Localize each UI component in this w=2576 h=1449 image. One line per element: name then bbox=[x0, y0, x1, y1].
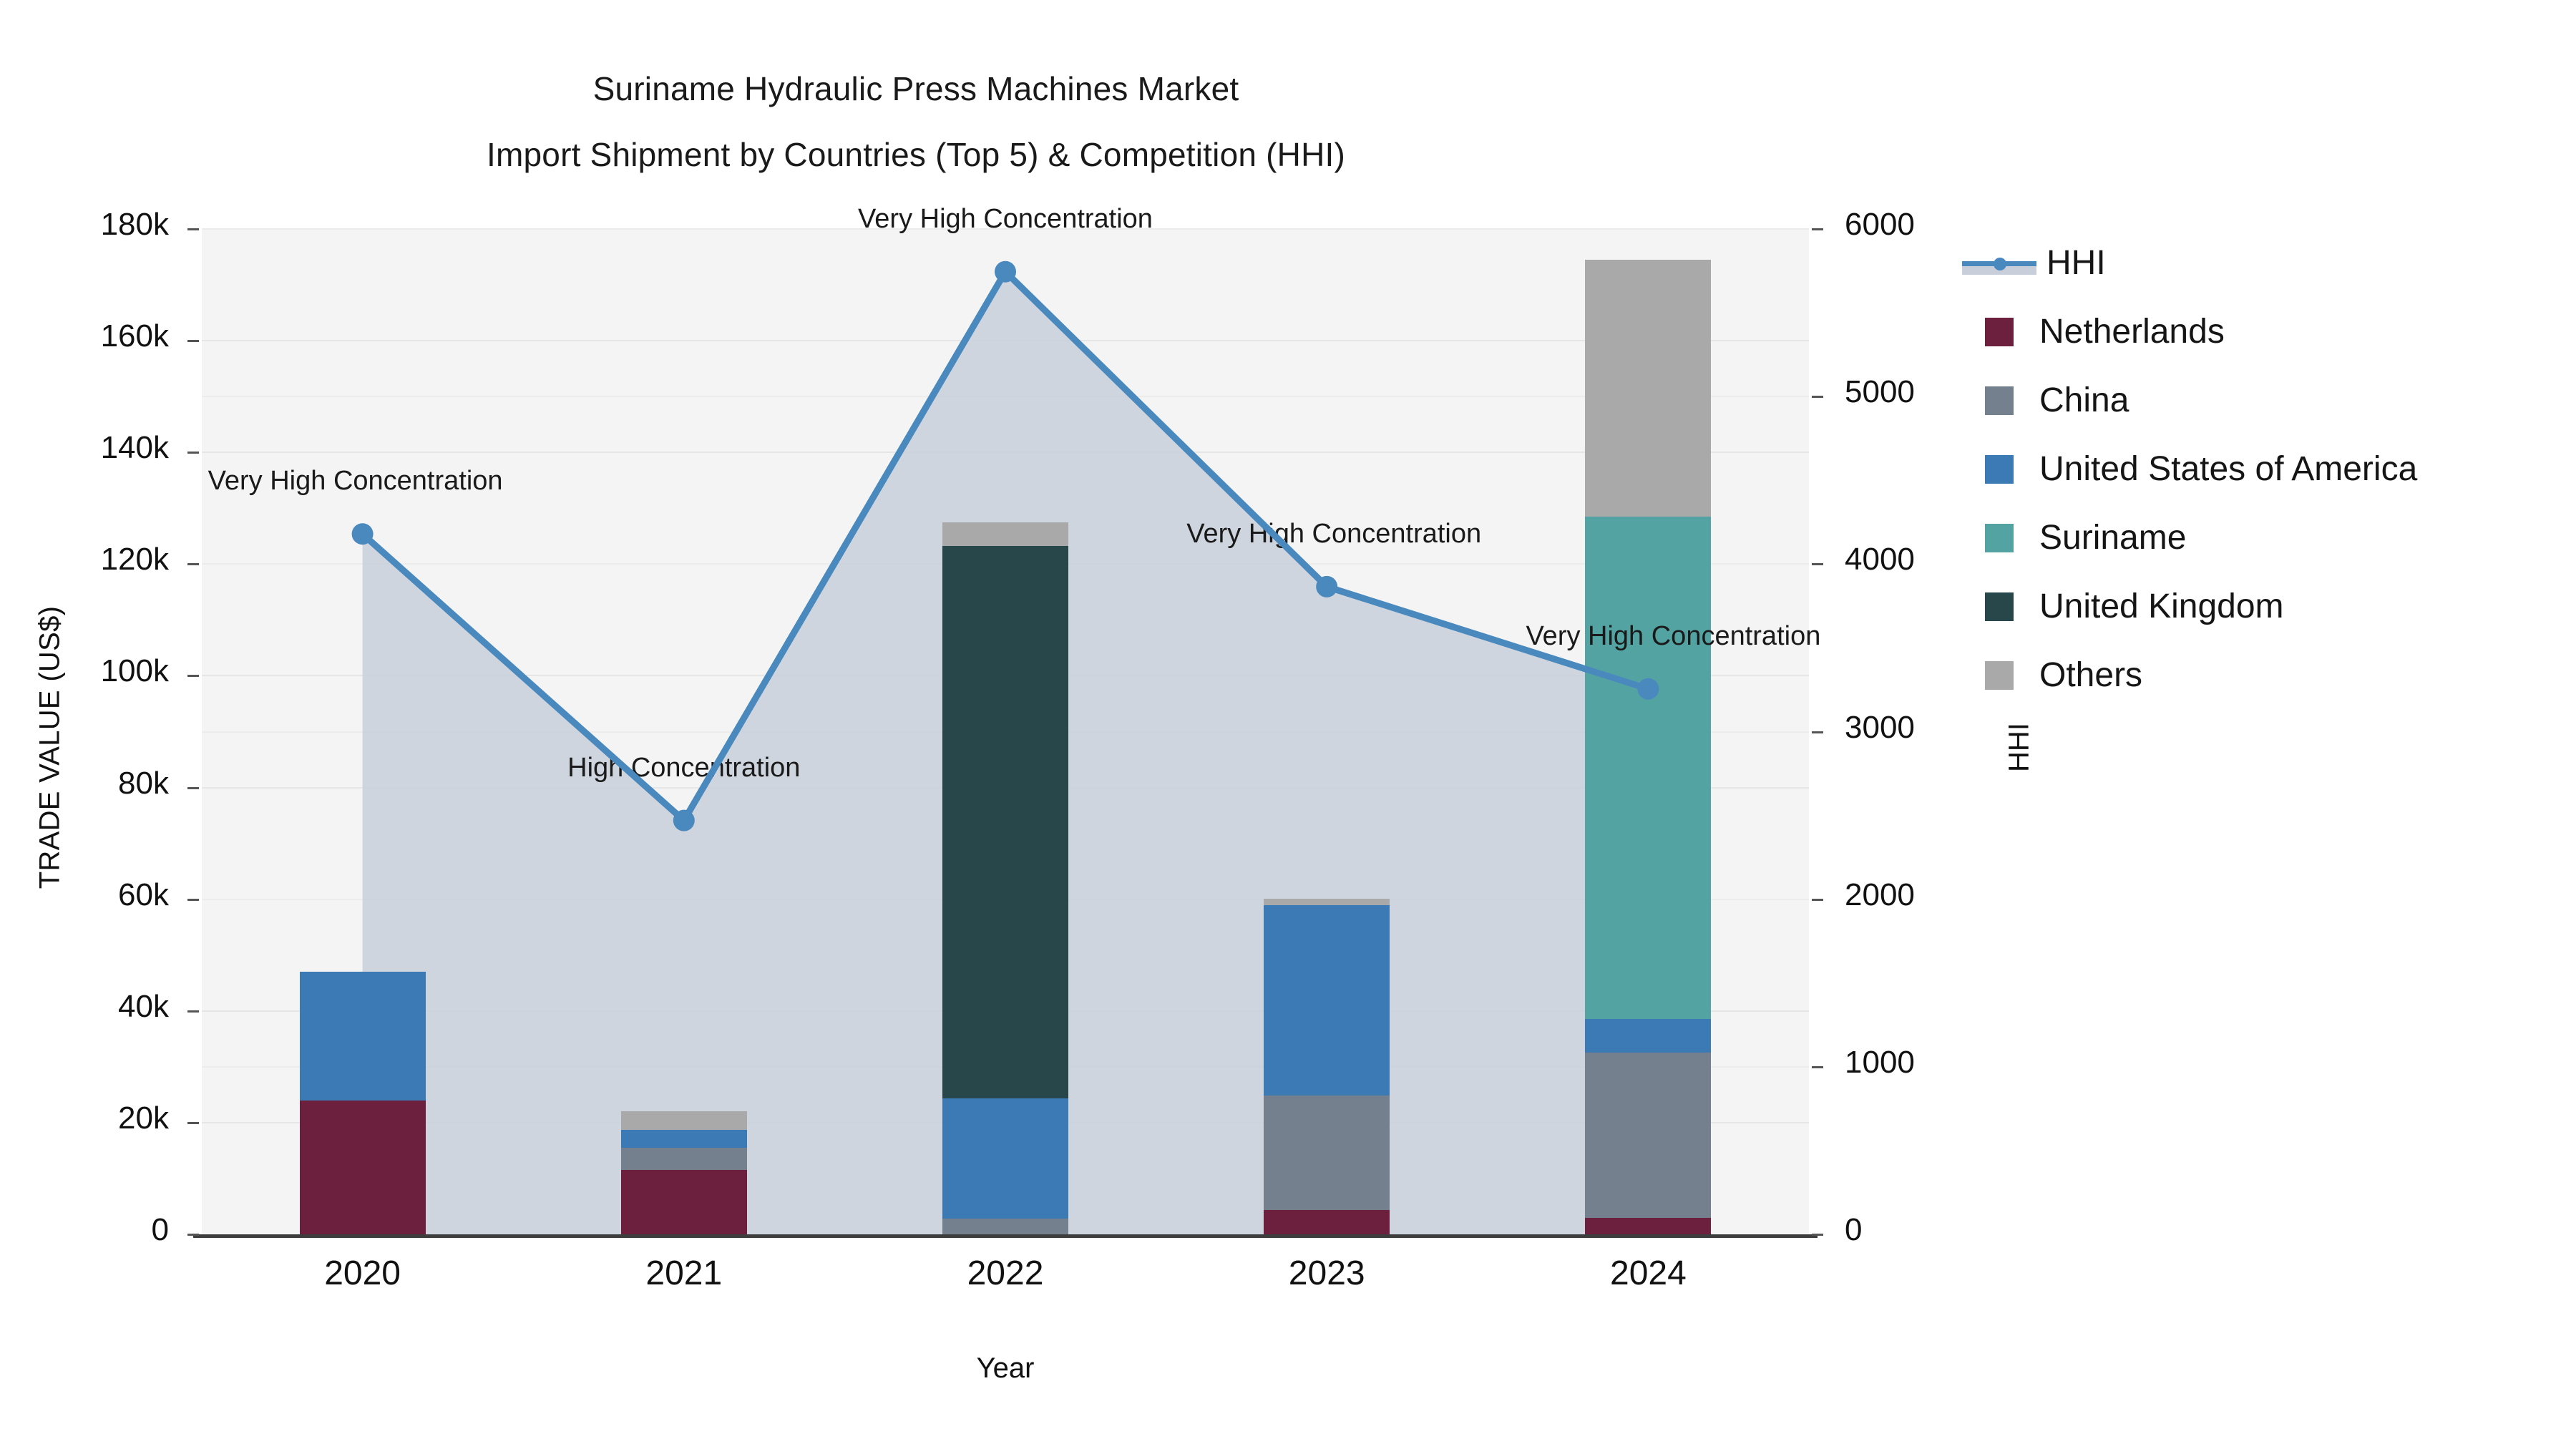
legend-item[interactable]: Suriname bbox=[1962, 504, 2563, 572]
y-axis-right-tick-label: 2000 bbox=[1845, 877, 1915, 912]
gridline-right-5000 bbox=[202, 396, 1809, 398]
legend-color-swatch bbox=[1985, 524, 2014, 552]
bar-segment[interactable] bbox=[1264, 1209, 1390, 1234]
y-axis-left-tick-label: 0 bbox=[151, 1212, 169, 1247]
legend-color-swatch bbox=[1985, 318, 2014, 346]
x-axis-tick-label: 2021 bbox=[645, 1254, 723, 1292]
bar-segment[interactable] bbox=[299, 1100, 426, 1234]
bar-segment[interactable] bbox=[1264, 905, 1390, 1096]
chart-title: Suriname Hydraulic Press Machines Market… bbox=[0, 56, 1832, 187]
legend-item-label: United Kingdom bbox=[2039, 587, 2284, 625]
y-axis-right-tick-label: 6000 bbox=[1845, 207, 1915, 242]
y-axis-left-tick-label: 40k bbox=[118, 988, 169, 1024]
bar-segment[interactable] bbox=[1585, 1019, 1712, 1053]
x-axis-label: Year bbox=[976, 1352, 1035, 1384]
concentration-annotation: Very High Concentration bbox=[858, 203, 1153, 234]
y-axis-right-tick-mark bbox=[1812, 731, 1823, 733]
legend-item[interactable]: Netherlands bbox=[1962, 298, 2563, 366]
legend-item[interactable]: United States of America bbox=[1962, 435, 2563, 504]
bar-segment[interactable] bbox=[1585, 259, 1712, 517]
y-axis-right-tick-mark bbox=[1812, 396, 1823, 399]
concentration-annotation: High Concentration bbox=[567, 752, 801, 783]
legend-item[interactable]: HHI bbox=[1962, 229, 2563, 298]
y-axis-left-tick-mark bbox=[187, 1234, 199, 1236]
bar-segment[interactable] bbox=[942, 522, 1068, 546]
y-axis-left-tick-mark bbox=[187, 786, 199, 789]
legend-item-label: Others bbox=[2039, 656, 2143, 694]
chart-title-line-1: Suriname Hydraulic Press Machines Market bbox=[592, 70, 1239, 107]
legend-item[interactable]: China bbox=[1962, 366, 2563, 435]
y-axis-left-tick-mark bbox=[187, 1010, 199, 1013]
x-axis-spine bbox=[193, 1234, 1818, 1238]
y-axis-left-tick-mark bbox=[187, 452, 199, 454]
bar-segment[interactable] bbox=[1585, 1217, 1712, 1234]
legend: HHI Netherlands China United States of Amer… bbox=[1962, 229, 2563, 710]
y-axis-left-tick-mark bbox=[187, 563, 199, 566]
y-axis-right-tick-mark bbox=[1812, 228, 1823, 230]
concentration-annotation: Very High Concentration bbox=[1526, 620, 1821, 651]
x-axis-tick-label: 2022 bbox=[967, 1254, 1044, 1292]
bar-segment[interactable] bbox=[942, 1098, 1068, 1219]
gridline-left-140k bbox=[202, 452, 1809, 454]
y-axis-left-tick-label: 120k bbox=[100, 542, 169, 577]
bar-segment[interactable] bbox=[1264, 1095, 1390, 1210]
y-axis-right-tick-label: 0 bbox=[1845, 1212, 1863, 1247]
bar-segment[interactable] bbox=[620, 1130, 747, 1148]
legend-color-swatch bbox=[1985, 661, 2014, 690]
bar-segment[interactable] bbox=[1264, 898, 1390, 906]
y-axis-left-tick-label: 60k bbox=[118, 877, 169, 912]
x-axis-tick-label: 2020 bbox=[324, 1254, 401, 1292]
legend-line-key-icon bbox=[1962, 249, 2036, 278]
bar-segment[interactable] bbox=[620, 1111, 747, 1131]
legend-item-label: HHI bbox=[2046, 244, 2106, 282]
y-axis-right-tick-mark bbox=[1812, 563, 1823, 566]
legend-item-label: United States of America bbox=[2039, 450, 2418, 488]
bar-segment[interactable] bbox=[942, 1219, 1068, 1234]
legend-item-label: Suriname bbox=[2039, 519, 2187, 557]
y-axis-left-tick-mark bbox=[187, 675, 199, 678]
bar-segment[interactable] bbox=[942, 545, 1068, 1099]
x-axis-tick-label: 2023 bbox=[1288, 1254, 1365, 1292]
bar-segment[interactable] bbox=[620, 1170, 747, 1234]
gridline-left-160k bbox=[202, 340, 1809, 342]
y-axis-right-tick-label: 4000 bbox=[1845, 542, 1915, 577]
legend-item[interactable]: Others bbox=[1962, 641, 2563, 710]
y-axis-left-tick-mark bbox=[187, 340, 199, 343]
x-axis-tick-label: 2024 bbox=[1610, 1254, 1687, 1292]
bar-segment[interactable] bbox=[299, 972, 426, 1101]
y-axis-right-tick-mark bbox=[1812, 1234, 1823, 1236]
y-axis-left-tick-label: 140k bbox=[100, 430, 169, 466]
y-axis-left-tick-mark bbox=[187, 1121, 199, 1124]
legend-color-swatch bbox=[1985, 455, 2014, 484]
y-axis-left-tick-label: 100k bbox=[100, 653, 169, 689]
y-axis-left-tick-label: 160k bbox=[100, 318, 169, 354]
y-axis-right-tick-mark bbox=[1812, 898, 1823, 901]
y-axis-left-tick-label: 180k bbox=[100, 207, 169, 242]
legend-item-label: China bbox=[2039, 381, 2129, 419]
y-axis-left-tick-label: 80k bbox=[118, 765, 169, 801]
y-axis-right-tick-label: 5000 bbox=[1845, 374, 1915, 410]
y-axis-left-tick-mark bbox=[187, 898, 199, 901]
gridline-right-6000 bbox=[202, 228, 1809, 230]
y-axis-left-tick-label: 20k bbox=[118, 1100, 169, 1136]
concentration-annotation: Very High Concentration bbox=[208, 466, 503, 497]
bar-segment[interactable] bbox=[1585, 1053, 1712, 1218]
y-axis-right-tick-label: 3000 bbox=[1845, 709, 1915, 745]
legend-color-swatch bbox=[1985, 592, 2014, 621]
bar-segment[interactable] bbox=[1585, 516, 1712, 1020]
y-axis-left-label: TRADE VALUE (US$) bbox=[34, 605, 66, 889]
legend-line-marker-dot bbox=[1994, 258, 2006, 270]
legend-color-swatch bbox=[1985, 386, 2014, 415]
legend-item[interactable]: United Kingdom bbox=[1962, 572, 2563, 641]
concentration-annotation: Very High Concentration bbox=[1186, 518, 1482, 549]
bar-segment[interactable] bbox=[620, 1148, 747, 1171]
y-axis-right-tick-label: 1000 bbox=[1845, 1044, 1915, 1080]
chart-title-line-2: Import Shipment by Countries (Top 5) & C… bbox=[487, 136, 1345, 173]
y-axis-right-tick-mark bbox=[1812, 1065, 1823, 1068]
y-axis-left-tick-mark bbox=[187, 228, 199, 230]
legend-item-label: Netherlands bbox=[2039, 313, 2225, 351]
